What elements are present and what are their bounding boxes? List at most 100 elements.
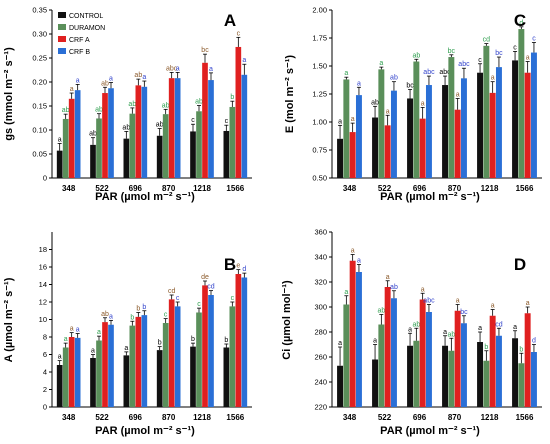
panel-c-significance-label: ab bbox=[390, 75, 398, 82]
panel-d-bar-crf-a bbox=[349, 260, 356, 407]
panel-b-significance-label: de bbox=[201, 274, 209, 281]
panel-d-bar-control bbox=[337, 365, 344, 407]
panel-a-x-tick-label: 696 bbox=[129, 184, 143, 193]
panel-a-significance-label: ab bbox=[134, 72, 142, 79]
panel-a-x-tick-label: 1566 bbox=[226, 184, 244, 193]
panel-a-significance-label: a bbox=[142, 74, 146, 81]
panel-c-significance-label: a bbox=[526, 55, 530, 62]
panel-d-bar-control bbox=[442, 345, 449, 407]
panel-c-x-axis-title: PAR (µmol m⁻² s⁻¹) bbox=[380, 191, 480, 203]
panel-d-bar-crf-b bbox=[495, 335, 502, 407]
panel-a-significance-label: a bbox=[176, 65, 180, 72]
panel-d-bar-crf-b bbox=[530, 352, 537, 407]
panel-a-y-tick-label: 0.05 bbox=[32, 150, 47, 159]
panel-d-significance-label: a bbox=[491, 303, 495, 310]
panel-b-bar-crf-b bbox=[174, 306, 181, 407]
panel-d-significance-label: b bbox=[484, 344, 488, 351]
panel-c-significance-label: a bbox=[338, 118, 342, 125]
panel-d-bar-duramon bbox=[448, 350, 455, 407]
legend-label-crf-a: CRF A bbox=[69, 37, 90, 44]
panel-c-y-tick-label: 2.00 bbox=[312, 6, 327, 15]
panel-b-y-tick-label: 10 bbox=[39, 315, 47, 324]
panel-b-bar-control bbox=[156, 350, 163, 407]
panel-b-significance-label: a bbox=[124, 345, 128, 352]
panel-c-y-axis-title: E (mol m⁻² s⁻¹) bbox=[284, 55, 296, 134]
panel-b-bar-crf-b bbox=[241, 277, 248, 407]
panel-a-y-tick-label: 0.20 bbox=[32, 78, 47, 87]
panel-d-significance-label: a bbox=[351, 248, 355, 255]
legend-swatch-crf-a bbox=[58, 36, 66, 42]
panel-b-significance-label: a bbox=[70, 326, 74, 333]
legend-swatch-duramon bbox=[58, 24, 66, 30]
panel-d-bar-crf-a bbox=[524, 313, 531, 407]
panel-c-bar-crf-b bbox=[425, 85, 432, 178]
panel-d-bar-control bbox=[512, 338, 519, 407]
panel-b-significance-label: a bbox=[109, 313, 113, 320]
panel-a-x-tick-label: 348 bbox=[62, 184, 76, 193]
panel-b-bar-duramon bbox=[162, 323, 169, 407]
panel-b-bar-crf-a bbox=[202, 285, 208, 407]
panel-c-significance-label: a bbox=[351, 116, 355, 123]
panel-d-significance-label: ab bbox=[377, 308, 385, 315]
panel-b-significance-label: c bbox=[176, 295, 180, 302]
panel-c-x-tick-label: 1566 bbox=[516, 184, 534, 193]
panel-d-y-axis-title: Ci (µmol mol⁻¹) bbox=[281, 280, 293, 360]
panel-d-bar-crf-a bbox=[454, 310, 461, 407]
panel-a-y-tick-label: 0.25 bbox=[32, 54, 47, 63]
panel-b-bar-duramon bbox=[96, 340, 102, 407]
panel-c-bar-duramon bbox=[518, 29, 525, 179]
panel-d-significance-label: a bbox=[526, 300, 530, 307]
panel-b-x-tick-label: 870 bbox=[162, 413, 176, 422]
panel-a-significance-label: c bbox=[191, 117, 195, 124]
panel-d-bar-crf-b bbox=[390, 298, 397, 407]
panel-a-x-tick-label: 522 bbox=[95, 184, 109, 193]
panel-d-bar-crf-a bbox=[419, 299, 426, 407]
panel-d-x-tick-label: 696 bbox=[413, 413, 427, 422]
panel-a-significance-label: ab bbox=[122, 124, 130, 131]
panel-a-bar-crf-b bbox=[208, 80, 214, 178]
panel-b-significance-label: b bbox=[130, 314, 134, 321]
panel-a-y-axis-title: gs (mmol m⁻² s⁻¹) bbox=[3, 47, 15, 141]
panel-a-bar-duramon bbox=[96, 118, 102, 178]
panel-c-bar-crf-b bbox=[530, 52, 537, 179]
panel-b-y-tick-label: 14 bbox=[39, 280, 47, 289]
panel-a-significance-label: ab bbox=[101, 80, 109, 87]
panel-c-significance-label: abc bbox=[439, 69, 451, 76]
panel-d-significance-label: a bbox=[344, 289, 348, 296]
panel-a-significance-label: a bbox=[242, 57, 246, 64]
panel-c-significance-label: bc bbox=[495, 50, 503, 57]
panel-b-significance-label: b bbox=[224, 337, 228, 344]
panel-c-bar-crf-b bbox=[495, 67, 502, 178]
panel-a-x-axis-title: PAR (µmol m⁻² s⁻¹) bbox=[95, 191, 195, 203]
panel-a-bar-control bbox=[190, 131, 196, 178]
panel-b-bar-crf-b bbox=[208, 295, 214, 407]
panel-a-bar-control bbox=[223, 130, 230, 178]
panel-d-significance-label: a bbox=[373, 338, 377, 345]
panel-d-y-tick-label: 260 bbox=[314, 353, 327, 362]
panel-c-bar-crf-a bbox=[454, 109, 461, 178]
panel-c-bar-control bbox=[442, 85, 449, 178]
panel-b-y-tick-label: 8 bbox=[43, 333, 47, 342]
panel-d-significance-label: d bbox=[532, 338, 536, 345]
panel-c-bar-crf-a bbox=[489, 92, 496, 178]
panel-c-significance-label: bc bbox=[448, 48, 456, 55]
panel-b-significance-label: cd bbox=[207, 284, 215, 291]
panel-d-significance-label: a bbox=[357, 258, 361, 265]
panel-b-bar-crf-b bbox=[74, 337, 81, 407]
panel-b-x-tick-label: 1566 bbox=[226, 413, 244, 422]
panel-c-significance-label: a bbox=[379, 60, 383, 67]
panel-b-x-tick-label: 522 bbox=[95, 413, 109, 422]
panel-d-bar-crf-a bbox=[384, 287, 391, 407]
panel-a-bar-control bbox=[90, 144, 96, 178]
panel-a-bar-control bbox=[56, 150, 63, 178]
panel-d-y-tick-label: 240 bbox=[314, 378, 327, 387]
panel-a-bar-crf-a bbox=[135, 85, 142, 178]
panel-d-bar-duramon bbox=[343, 304, 350, 407]
panel-a-significance-label: ab bbox=[62, 107, 70, 114]
panel-b-bar-duramon bbox=[62, 347, 69, 407]
panel-b-significance-label: b bbox=[136, 306, 140, 313]
panel-b-significance-label: a bbox=[58, 354, 62, 361]
panel-a-bar-crf-a bbox=[68, 98, 75, 178]
